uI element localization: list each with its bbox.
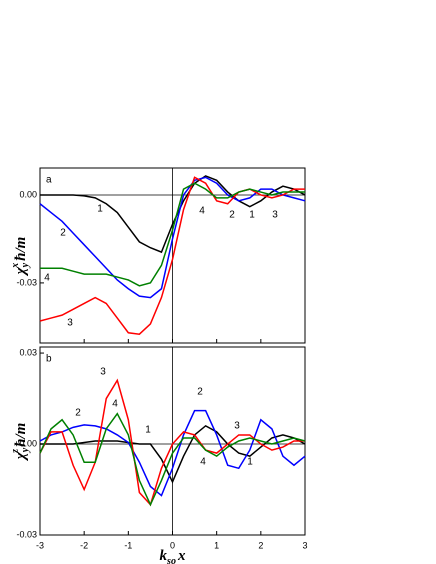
curve-label: 4 [44, 273, 50, 284]
series-line [39, 176, 306, 299]
curve-label: 2 [229, 210, 235, 221]
y-tick-label: 0.03 [19, 347, 37, 357]
y-label-symbol: χ [13, 266, 29, 276]
x-tick-label: 2 [258, 540, 263, 550]
x-tick-label: -3 [36, 540, 44, 550]
curve-label: 4 [200, 457, 206, 468]
series-line [39, 378, 305, 507]
curve-label: 3 [67, 318, 73, 329]
y-label-subscript: y [20, 447, 31, 453]
y-axis-label: χyz ħ/m [10, 423, 31, 462]
curve-label: 4 [199, 206, 205, 217]
panel-label: a [46, 175, 52, 186]
y-axis-label: χyx ħ/m [10, 237, 31, 277]
y-label-symbol: χ [13, 451, 29, 461]
x-tick-label: 3 [302, 540, 307, 550]
curve-label: 3 [100, 367, 106, 378]
series-line [39, 409, 306, 497]
curve-label: 3 [272, 210, 278, 221]
y-tick-label: -0.03 [16, 529, 37, 539]
x-tick-label: 1 [214, 540, 219, 550]
curve-label: 1 [247, 457, 253, 468]
x-label-symbol: k [160, 548, 168, 564]
curve-label: 1 [145, 425, 151, 436]
curve-label: 1 [97, 204, 103, 215]
curve-label: 2 [60, 228, 66, 239]
series-line [40, 175, 306, 254]
y-tick-label: 0.00 [19, 189, 37, 199]
series-line [40, 182, 305, 287]
curve-label: 2 [197, 387, 203, 398]
series-line [39, 176, 305, 336]
curve-label: 4 [112, 399, 118, 410]
curve-label: 2 [75, 408, 81, 419]
series-line [39, 412, 306, 507]
y-label-unit: ħ/m [13, 423, 29, 447]
x-label-subscript: so [166, 556, 176, 564]
y-label-superscript: x [10, 263, 21, 269]
y-tick-label: -0.03 [16, 277, 37, 287]
x-tick-label: -2 [80, 540, 88, 550]
x-tick-label: -1 [124, 540, 132, 550]
y-label-unit: ħ/m [13, 237, 29, 261]
curve-label: 3 [234, 421, 240, 432]
series-line [40, 424, 306, 484]
x-tick-label: 0 [170, 540, 175, 550]
y-tick-label: 0.00 [19, 438, 37, 448]
panel-label: b [46, 354, 52, 365]
x-axis-label: kso x [160, 548, 186, 564]
x-label-variable: x [177, 548, 186, 564]
y-label-subscript: y [20, 262, 31, 268]
curve-label: 1 [249, 210, 255, 221]
y-label-superscript: z [10, 449, 21, 454]
